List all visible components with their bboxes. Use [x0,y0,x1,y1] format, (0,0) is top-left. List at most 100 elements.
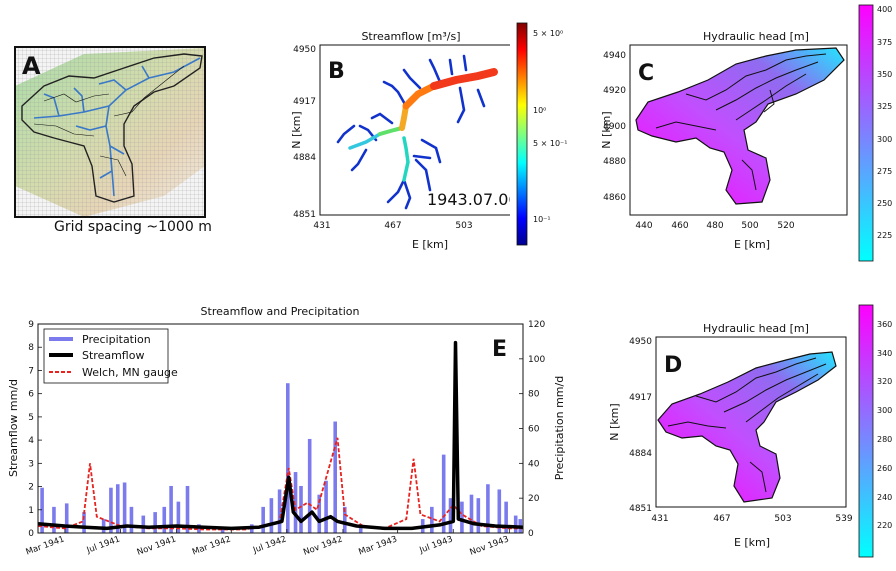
panel-d-cbar-tick-5: 280 [877,435,892,444]
panel-d-head-map: D 4950 4917 4884 4851 431 467 503 539 E … [608,336,852,549]
gauge-line [37,437,523,531]
left-tick-label-10: 9 [28,320,34,330]
right-tick-label-3: 40 [528,459,540,469]
panel-d-xlabel: E [km] [734,536,770,549]
precip-bar-41 [513,515,518,533]
panel-d-ytick-1: 4950 [629,337,652,347]
x-tick-label-7: Mar 1943 [357,534,398,557]
panel-c-ytick-4: 4880 [603,157,626,167]
panel-c-cbar-tick-8: 225 [877,231,892,240]
precip-bar-5 [101,519,106,533]
precip-bar-23 [293,472,298,533]
left-tick-label-7: 6 [28,390,34,400]
panel-d-ylabel: N [km] [608,403,621,440]
panel-b-axes-frame [319,44,510,216]
panel-c-cbar-tick-1: 400 [877,5,892,14]
panel-b-ytick-2: 4917 [293,97,316,107]
precip-bar-33 [441,454,446,533]
panel-d-ytick-2: 4917 [629,393,652,403]
panel-d-xtick-1: 431 [651,514,668,524]
panel-b-cbar-tick-4: 10⁻¹ [533,215,551,224]
precip-bar-35 [460,501,464,533]
panel-b-ytick-4: 4851 [293,210,316,220]
panel-c-xtick-5: 520 [777,221,794,231]
precip-bar-10 [141,515,146,533]
left-tick-label-4: 3 [28,459,34,469]
streamflow-series [37,340,524,531]
precip-bar-30 [358,524,363,533]
precip-bar-28 [333,421,337,533]
panel-e-letter: E [492,337,507,362]
left-tick-label-9: 8 [28,343,34,353]
panel-b-letter: B [328,59,345,84]
precip-bar-14 [176,501,181,533]
panel-d-xtick-3: 503 [774,514,791,524]
precip-bar-39 [497,489,502,533]
legend-precip-label: Precipitation [82,333,151,346]
right-tick-label-2: 20 [528,494,540,504]
x-tick-label-2: Jul 1941 [85,534,122,556]
precip-bar-32 [430,506,434,533]
panel-c-xtick-3: 480 [706,221,723,231]
x-tick-label-6: Nov 1942 [302,534,344,557]
left-tick-label-2: 1 [28,506,34,516]
precip-bar-20 [269,498,274,533]
panel-c-cbar-tick-2: 375 [877,38,892,47]
panel-b-xtick-2: 467 [384,221,401,231]
panel-e-ylabel-right: Precipitation mm/d [553,376,566,480]
panel-d-cbar-tick-1: 360 [877,320,892,329]
panel-b-xlabel: E [km] [412,238,448,251]
panel-c-xtick-1: 440 [635,221,652,231]
precip-bar-22 [285,383,290,533]
left-tick-label-3: 2 [28,483,34,493]
panel-c-ytick-5: 4860 [603,193,626,203]
panel-b-ylabel: N [km] [290,111,303,148]
panel-d-title: Hydraulic head [m] [703,322,809,335]
panel-c-letter: C [638,61,654,86]
precip-bar-37 [476,498,481,533]
panel-b-ytick-1: 4950 [293,45,316,55]
panel-c-head-map: C 4940 4920 4900 4880 4860 440 460 480 5… [600,44,848,251]
precip-bar-12 [162,506,167,533]
precip-bar-25 [307,438,312,533]
right-tick-label-5: 80 [528,390,540,400]
x-tick-label-3: Nov 1941 [136,534,178,557]
panel-c-ytick-1: 4940 [603,51,626,61]
panel-c-cbar-tick-5: 300 [877,135,892,144]
panel-d-colorbar: 360 340 320 300 280 260 240 220 [858,304,892,558]
precip-bar-19 [261,506,265,533]
left-tick-label-6: 5 [28,413,34,423]
right-tick-label-7: 120 [528,320,545,330]
panel-b-cbar-tick-1: 5 × 10⁰ [533,29,563,38]
panel-d-cbar-tick-6: 260 [877,464,892,473]
panel-b-cbar-tick-2: 10⁰ [533,106,546,115]
panel-b-ytick-3: 4884 [293,153,316,163]
precip-bar-38 [486,484,490,533]
watershed-grid-map [14,46,206,218]
panel-e-legend: Precipitation Streamflow Welch, MN gauge [43,328,178,384]
panel-c-cbar-tick-4: 325 [877,102,892,111]
precip-bar-1 [40,487,44,533]
panel-c-ytick-2: 4920 [603,86,626,96]
panel-c-cbar-tick-6: 275 [877,167,892,176]
precip-bar-4 [82,512,86,533]
panel-e-ylabel-left: Streamflow mm/d [7,379,20,477]
panel-d-cbar-tick-3: 320 [877,377,892,386]
panel-d-xtick-4: 539 [835,514,852,524]
panel-c-xlabel: E [km] [734,238,770,251]
precip-bar-21 [277,489,282,533]
x-tick-label-8: Jul 1943 [417,534,454,556]
panel-a: A [14,46,206,218]
panel-d-cbar-tick-7: 240 [877,493,892,502]
panel-a-letter: A [22,52,41,80]
panel-c-title: Hydraulic head [m] [703,30,809,43]
precip-bar-40 [504,501,508,533]
panel-c-ytick-3: 4900 [603,122,626,132]
precip-bar-36 [469,494,474,533]
panel-b-xtick-1: 431 [313,221,330,231]
precip-bar-11 [153,512,157,533]
grid-spacing-caption: Grid spacing ~1000 m [54,219,212,235]
panel-d-cbar-tick-2: 340 [877,349,892,358]
panel-c-xtick-2: 460 [671,221,688,231]
